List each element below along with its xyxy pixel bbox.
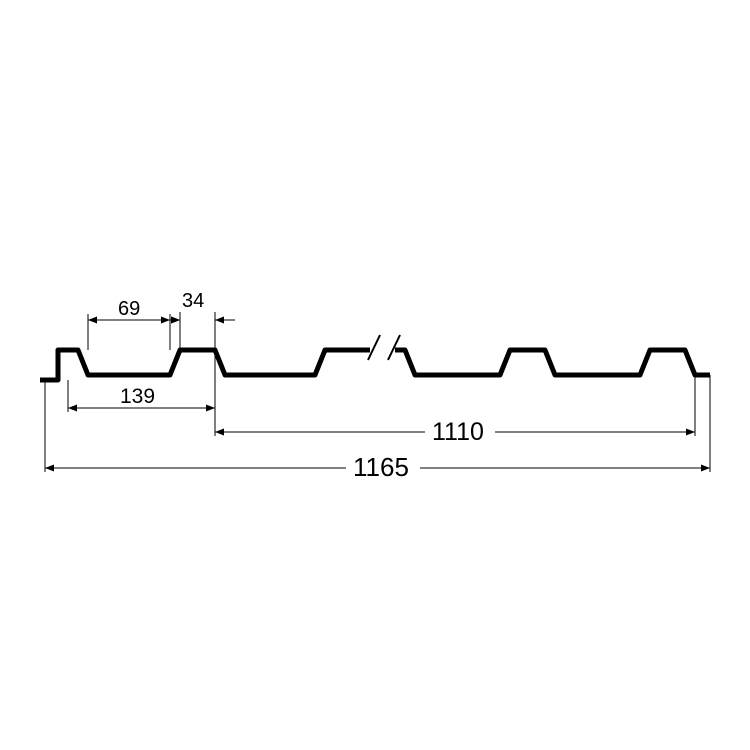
arrowhead — [88, 317, 97, 324]
profile-right — [395, 350, 710, 375]
arrowhead — [171, 317, 180, 324]
arrowhead — [68, 405, 77, 412]
dim-139-text: 139 — [120, 385, 155, 408]
arrowhead — [215, 317, 224, 324]
arrowhead — [701, 465, 710, 472]
dim-34-text: 34 — [182, 290, 204, 312]
arrowhead — [215, 429, 224, 436]
dim-1110-text: 1110 — [432, 418, 484, 446]
arrowhead — [45, 465, 54, 472]
arrowhead — [206, 405, 215, 412]
arrowhead — [686, 429, 695, 436]
profile-left — [40, 350, 370, 380]
dim-69-text: 69 — [118, 298, 140, 320]
dim-1165-text: 1165 — [353, 452, 409, 482]
